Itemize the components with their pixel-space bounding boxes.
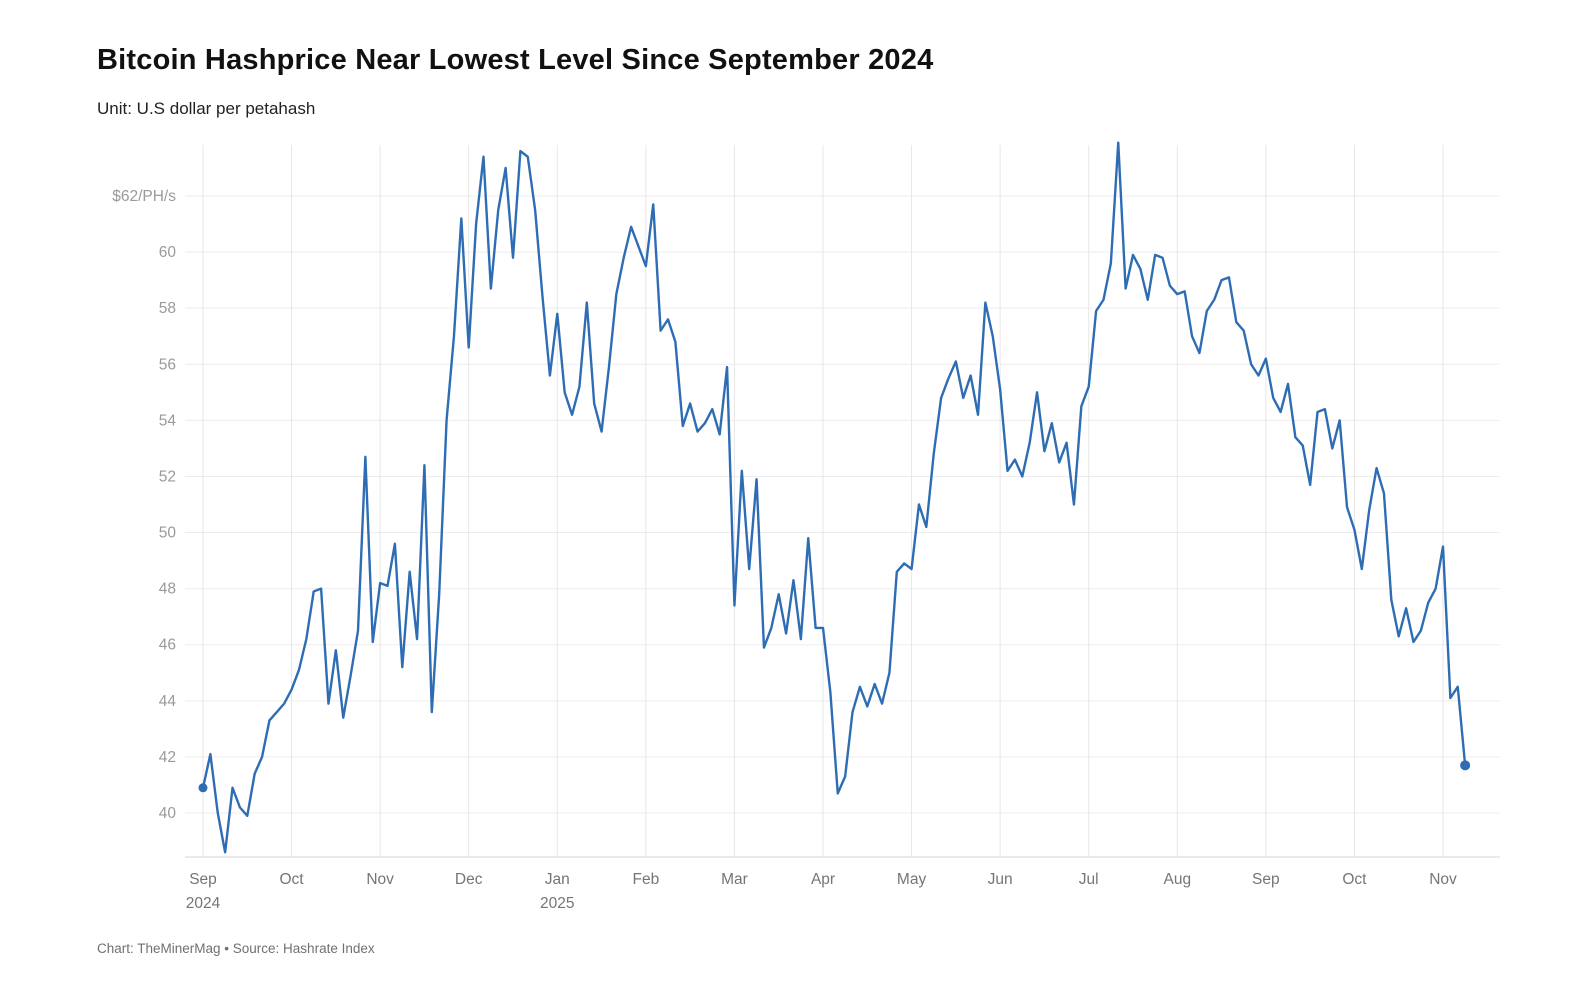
y-axis-label: 58 [159,300,176,317]
chart-title: Bitcoin Hashprice Near Lowest Level Sinc… [97,44,934,76]
y-axis-label: 42 [159,749,176,766]
x-axis-label: Feb [632,871,659,888]
x-axis-label: Sep [1252,871,1280,888]
x-axis-label: May [897,871,927,888]
x-axis-label: Mar [721,871,748,888]
chart-subtitle: Unit: U.S dollar per petahash [97,99,316,118]
end-point-marker [1460,760,1471,771]
y-axis-label: 48 [159,581,176,598]
x-axis-label: Jul [1079,871,1099,888]
y-axis-label: 44 [159,693,177,710]
start-point-marker [198,783,208,793]
hashprice-line-series [201,141,1467,854]
x-axis-year-label: 2025 [540,895,574,912]
y-axis-label: 50 [159,525,177,542]
x-axis-year-label: 2024 [186,895,221,912]
x-axis-label: Jan [545,871,570,888]
x-axis-label: Nov [1429,871,1457,888]
y-axis-label: 54 [159,412,177,429]
x-axis-label: Oct [1342,871,1367,888]
x-axis-label: Apr [811,871,835,888]
x-axis-label: Aug [1163,871,1191,888]
y-axis-label: 60 [159,244,177,261]
x-axis-label: Dec [455,871,483,888]
y-axis-label: 46 [159,637,176,654]
y-axis-label: 52 [159,468,176,485]
x-axis-label: Nov [366,871,394,888]
y-axis-label: 56 [159,356,176,373]
x-axis-label: Oct [280,871,305,888]
x-axis-label: Sep [189,871,217,888]
x-axis-label: Jun [988,871,1013,888]
y-axis-label: 40 [159,805,177,822]
y-axis-label: $62/PH/s [112,188,176,205]
attribution: Chart: TheMinerMag • Source: Hashrate In… [97,941,375,956]
